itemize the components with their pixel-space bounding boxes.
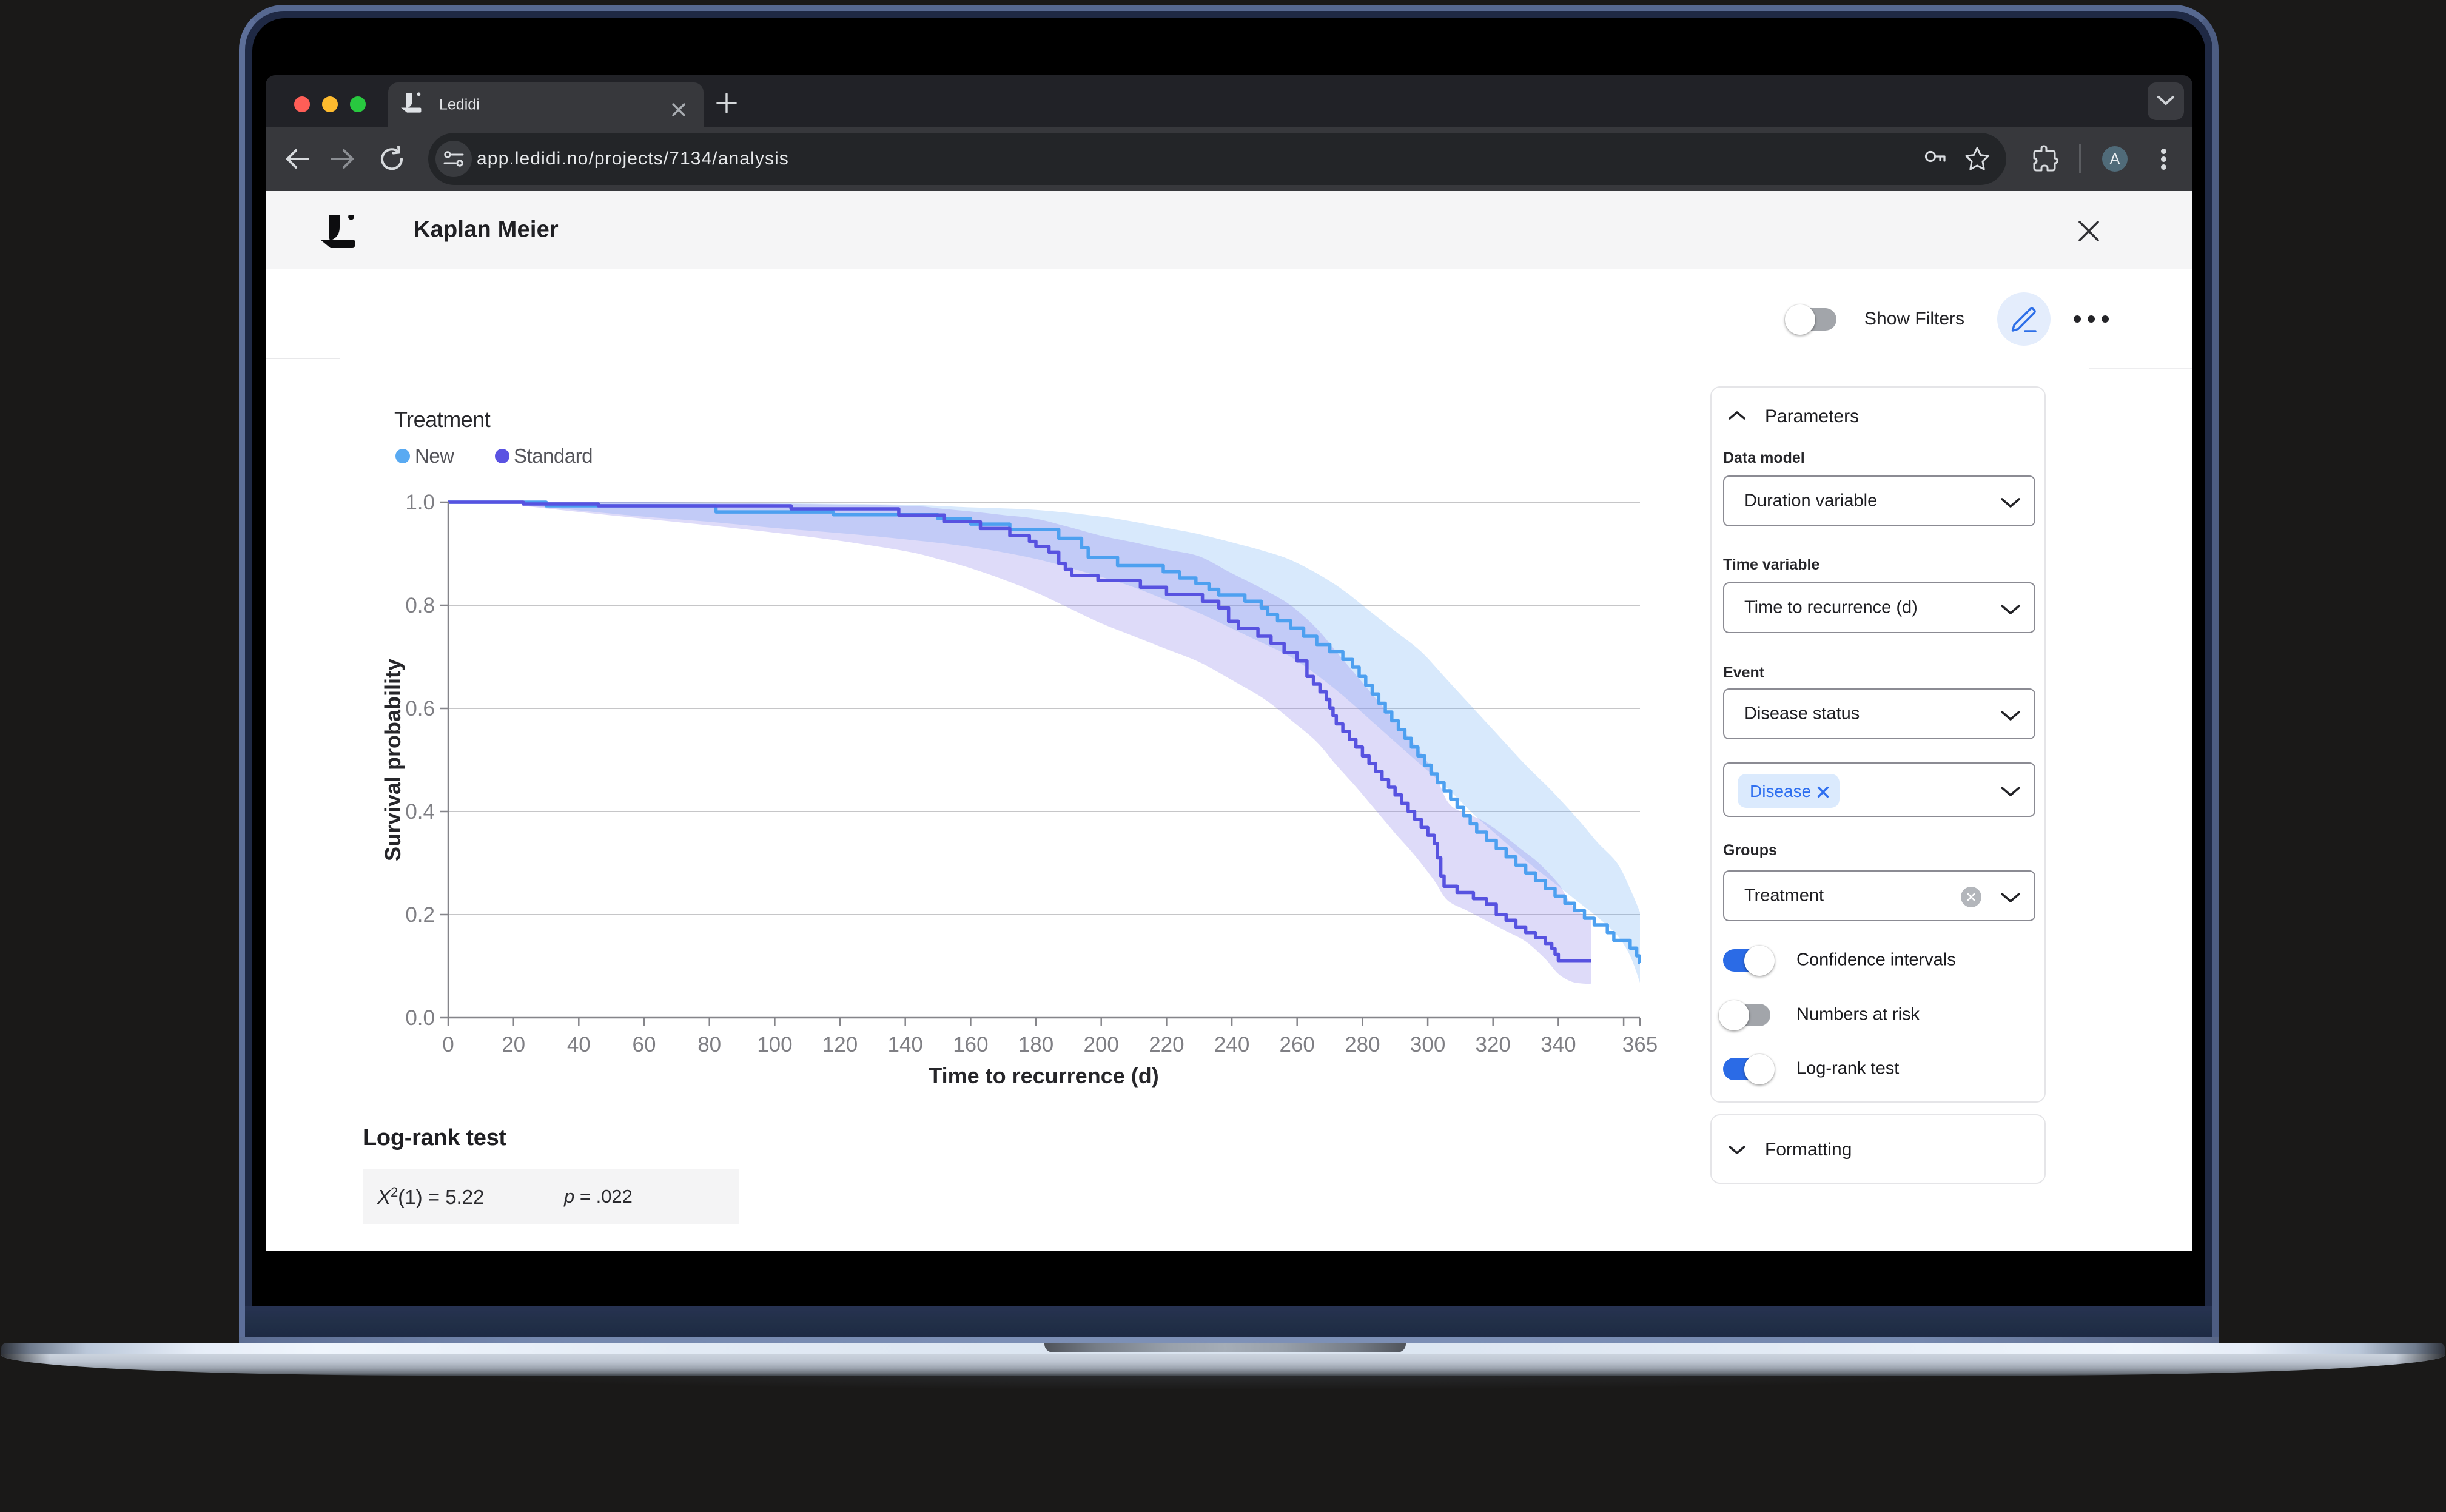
svg-text:0.0: 0.0 — [405, 1006, 435, 1030]
svg-text:Time to recurrence (d): Time to recurrence (d) — [929, 1063, 1158, 1088]
svg-text:340: 340 — [1541, 1033, 1576, 1057]
svg-text:Survival probability: Survival probability — [380, 659, 405, 861]
svg-text:0.2: 0.2 — [405, 903, 435, 927]
svg-text:0.6: 0.6 — [405, 697, 435, 721]
svg-text:240: 240 — [1214, 1033, 1249, 1057]
svg-text:80: 80 — [697, 1033, 721, 1057]
svg-text:220: 220 — [1149, 1033, 1184, 1057]
svg-text:280: 280 — [1345, 1033, 1380, 1057]
svg-text:1.0: 1.0 — [405, 491, 435, 514]
svg-text:320: 320 — [1475, 1033, 1510, 1057]
svg-text:100: 100 — [757, 1033, 792, 1057]
svg-text:40: 40 — [567, 1033, 591, 1057]
svg-text:160: 160 — [953, 1033, 988, 1057]
svg-text:120: 120 — [822, 1033, 858, 1057]
svg-text:0: 0 — [442, 1033, 454, 1057]
svg-text:0.4: 0.4 — [405, 800, 435, 824]
svg-text:60: 60 — [633, 1033, 656, 1057]
svg-text:200: 200 — [1083, 1033, 1118, 1057]
svg-text:140: 140 — [887, 1033, 922, 1057]
svg-text:20: 20 — [502, 1033, 525, 1057]
svg-text:365: 365 — [1622, 1033, 1658, 1057]
svg-text:180: 180 — [1018, 1033, 1053, 1057]
svg-text:0.8: 0.8 — [405, 594, 435, 617]
svg-text:260: 260 — [1279, 1033, 1314, 1057]
svg-text:300: 300 — [1410, 1033, 1445, 1057]
